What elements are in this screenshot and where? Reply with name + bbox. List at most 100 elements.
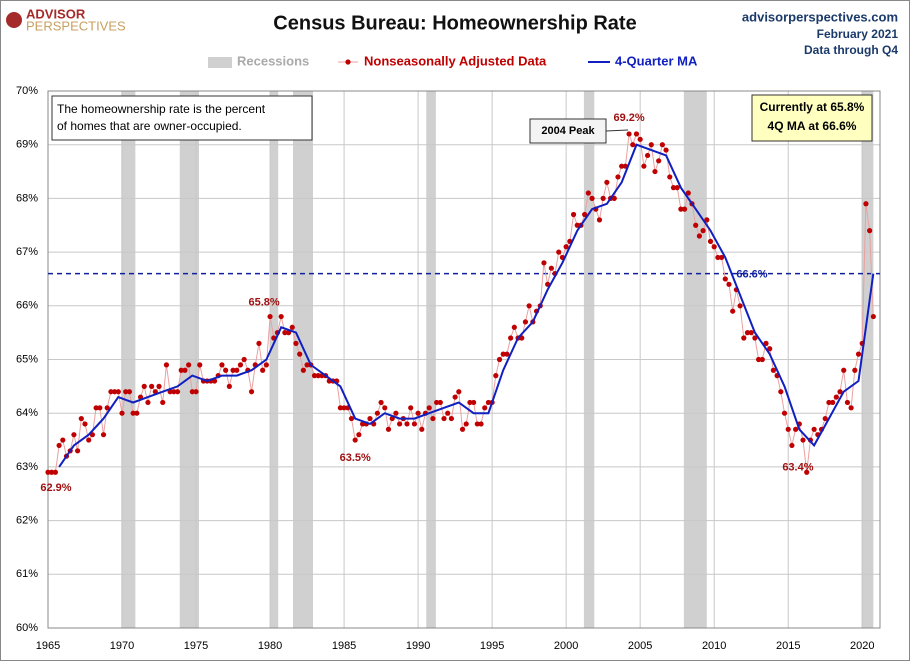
logo-icon — [6, 12, 22, 28]
data-point — [500, 351, 506, 357]
data-point — [397, 421, 403, 427]
data-point — [522, 319, 529, 325]
data-point — [630, 142, 636, 148]
x-tick-label: 1985 — [332, 640, 356, 652]
data-point — [378, 399, 384, 406]
data-point — [855, 351, 862, 357]
data-point — [430, 415, 436, 422]
data-point — [108, 389, 114, 395]
data-point — [374, 410, 380, 416]
data-point — [56, 442, 62, 449]
source: Data through Q4 — [804, 43, 898, 57]
data-point — [193, 389, 199, 395]
y-tick-label: 67% — [16, 246, 38, 258]
data-point — [696, 233, 702, 239]
data-point — [463, 421, 469, 427]
data-point — [234, 367, 240, 373]
data-point — [237, 362, 244, 368]
data-point — [352, 437, 358, 443]
data-point — [100, 432, 107, 438]
y-tick-label: 65% — [16, 353, 38, 365]
data-point — [341, 405, 347, 411]
data-point — [197, 362, 203, 368]
point-annotation: 69.2% — [613, 112, 644, 124]
source: advisorperspectives.com — [742, 9, 898, 24]
data-point — [763, 340, 769, 346]
data-point — [163, 362, 170, 368]
data-point — [711, 244, 717, 250]
data-point — [826, 399, 832, 406]
data-point — [315, 373, 321, 379]
x-tick-label: 2005 — [628, 640, 652, 652]
data-point — [149, 383, 155, 389]
data-point — [60, 437, 66, 443]
data-point — [585, 190, 591, 196]
data-point — [182, 367, 188, 373]
data-point — [337, 405, 343, 411]
x-tick-label: 2010 — [702, 640, 726, 652]
data-point — [119, 410, 125, 416]
source: February 2021 — [817, 27, 899, 41]
data-point — [75, 448, 81, 454]
data-point — [822, 415, 828, 422]
y-tick-label: 70% — [16, 85, 38, 97]
data-point — [678, 206, 684, 212]
data-point — [478, 421, 484, 427]
data-point — [171, 389, 177, 395]
data-point — [86, 437, 92, 443]
data-point — [82, 421, 88, 427]
data-point — [841, 367, 847, 373]
data-point — [404, 421, 410, 427]
data-point — [130, 410, 136, 416]
data-point — [178, 367, 184, 373]
current-box — [751, 94, 873, 142]
data-point — [241, 356, 247, 363]
data-point — [174, 389, 181, 395]
data-point — [223, 367, 229, 373]
data-point — [667, 174, 673, 180]
data-point — [848, 405, 854, 411]
data-point — [644, 152, 651, 159]
data-point — [759, 356, 765, 363]
note-box — [51, 95, 313, 141]
data-point — [718, 254, 725, 261]
data-point — [300, 367, 306, 373]
data-point — [189, 389, 195, 395]
data-point — [615, 174, 621, 180]
data-point — [52, 469, 59, 475]
data-point — [356, 432, 362, 438]
data-point — [156, 383, 162, 389]
data-point — [548, 265, 554, 271]
data-point — [741, 335, 747, 341]
x-tick-label: 2015 — [776, 640, 800, 652]
data-point — [348, 415, 355, 422]
data-point — [863, 201, 869, 207]
data-point — [448, 415, 455, 422]
x-tick-label: 2000 — [554, 640, 578, 652]
data-point — [730, 308, 736, 314]
data-point — [674, 185, 680, 191]
data-point — [770, 367, 777, 373]
legend-swatch — [208, 57, 232, 68]
x-tick-label: 2020 — [850, 640, 874, 652]
y-tick-label: 66% — [16, 300, 38, 312]
data-point — [556, 249, 562, 255]
data-point — [467, 399, 473, 406]
data-point — [415, 410, 421, 416]
data-point — [793, 426, 799, 432]
data-point — [471, 399, 477, 406]
data-point — [141, 383, 147, 389]
data-point — [126, 389, 133, 395]
data-point — [186, 362, 192, 368]
data-point — [670, 185, 677, 191]
brand: ADVISOR — [26, 6, 86, 21]
data-point — [715, 254, 721, 261]
plot-area — [47, 90, 881, 629]
data-point — [570, 211, 577, 218]
data-point — [744, 330, 751, 336]
peak-label: 2004 Peak — [541, 125, 595, 137]
data-point — [833, 394, 839, 400]
data-point — [293, 340, 299, 346]
data-point — [752, 335, 758, 341]
